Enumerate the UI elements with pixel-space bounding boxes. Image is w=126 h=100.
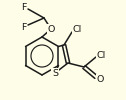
Text: O: O <box>47 24 55 34</box>
Text: Cl: Cl <box>72 24 82 34</box>
Text: O: O <box>96 74 104 84</box>
Text: F: F <box>21 2 27 12</box>
Text: F: F <box>21 22 27 32</box>
Text: S: S <box>52 68 58 78</box>
Text: Cl: Cl <box>96 52 106 60</box>
